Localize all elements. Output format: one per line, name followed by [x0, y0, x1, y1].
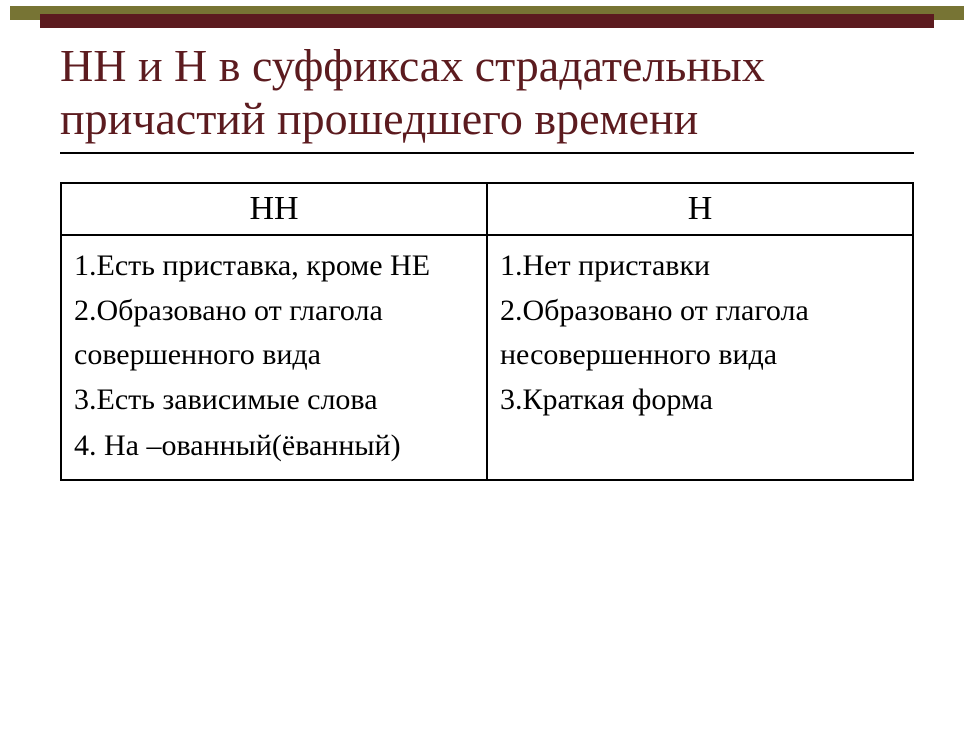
decorative-top-bars — [0, 0, 974, 30]
maroon-bar — [40, 14, 934, 28]
header-nn: НН — [61, 183, 487, 235]
cell-nn-rules: 1.Есть приставка, кроме НЕ 2.Образовано … — [61, 235, 487, 481]
rule-item: 2.Образовано от глагола несовершенного в… — [500, 289, 900, 376]
table-header-row: НН Н — [61, 183, 913, 235]
cell-n-rules: 1.Нет приставки 2.Образовано от глагола … — [487, 235, 913, 481]
rule-item: 2.Образовано от глагола совершенного вид… — [74, 289, 474, 376]
rule-item: 3.Есть зависимые слова — [74, 378, 474, 422]
content-area: НН и Н в суффиксах страдательных причаст… — [0, 30, 974, 481]
slide: НН и Н в суффиксах страдательных причаст… — [0, 0, 974, 731]
rule-item: 3.Краткая форма — [500, 378, 900, 422]
slide-title: НН и Н в суффиксах страдательных причаст… — [60, 40, 914, 146]
header-n: Н — [487, 183, 913, 235]
rule-item: 4. На –ованный(ёванный) — [74, 424, 474, 468]
title-underline — [60, 152, 914, 154]
grammar-table: НН Н 1.Есть приставка, кроме НЕ 2.Образо… — [60, 182, 914, 482]
rule-item: 1.Нет приставки — [500, 244, 900, 288]
table-row: 1.Есть приставка, кроме НЕ 2.Образовано … — [61, 235, 913, 481]
rule-item: 1.Есть приставка, кроме НЕ — [74, 244, 474, 288]
